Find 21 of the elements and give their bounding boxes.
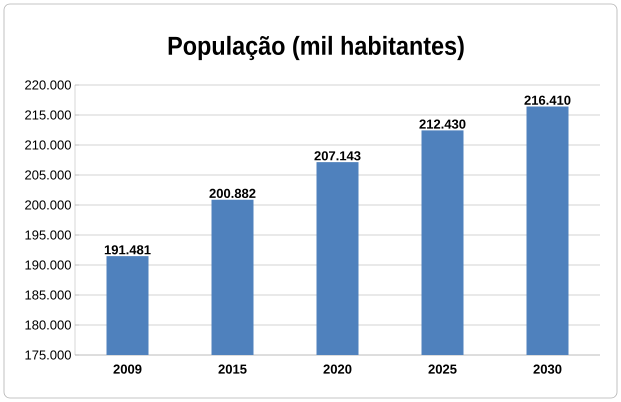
x-tick-label: 2020 — [324, 364, 352, 374]
y-tick-label: 220.000 — [25, 80, 71, 90]
data-label: 212.430 — [419, 119, 466, 129]
y-tick-label: 205.000 — [25, 170, 71, 180]
x-tick-label: 2015 — [218, 364, 247, 374]
y-tick-label: 215.000 — [25, 110, 71, 120]
data-label: 216.410 — [524, 96, 570, 105]
data-label: 191.481 — [104, 245, 151, 254]
data-label: 200.882 — [209, 188, 256, 198]
y-tick-label: 180.000 — [25, 320, 71, 330]
y-tick-label: 190.000 — [25, 260, 71, 270]
x-tick-label: 2030 — [534, 364, 562, 374]
x-tick-label: 2009 — [114, 364, 142, 374]
y-tick-label: 210.000 — [25, 140, 71, 150]
y-tick-label: 195.000 — [25, 230, 71, 240]
y-tick-label: 175.000 — [25, 350, 71, 360]
y-tick-label: 200.000 — [25, 200, 71, 210]
x-tick-label: 2025 — [428, 364, 457, 374]
data-label: 207.143 — [314, 151, 361, 160]
chart-title: População (mil habitantes) — [168, 36, 464, 60]
y-tick-label: 185.000 — [25, 290, 71, 300]
